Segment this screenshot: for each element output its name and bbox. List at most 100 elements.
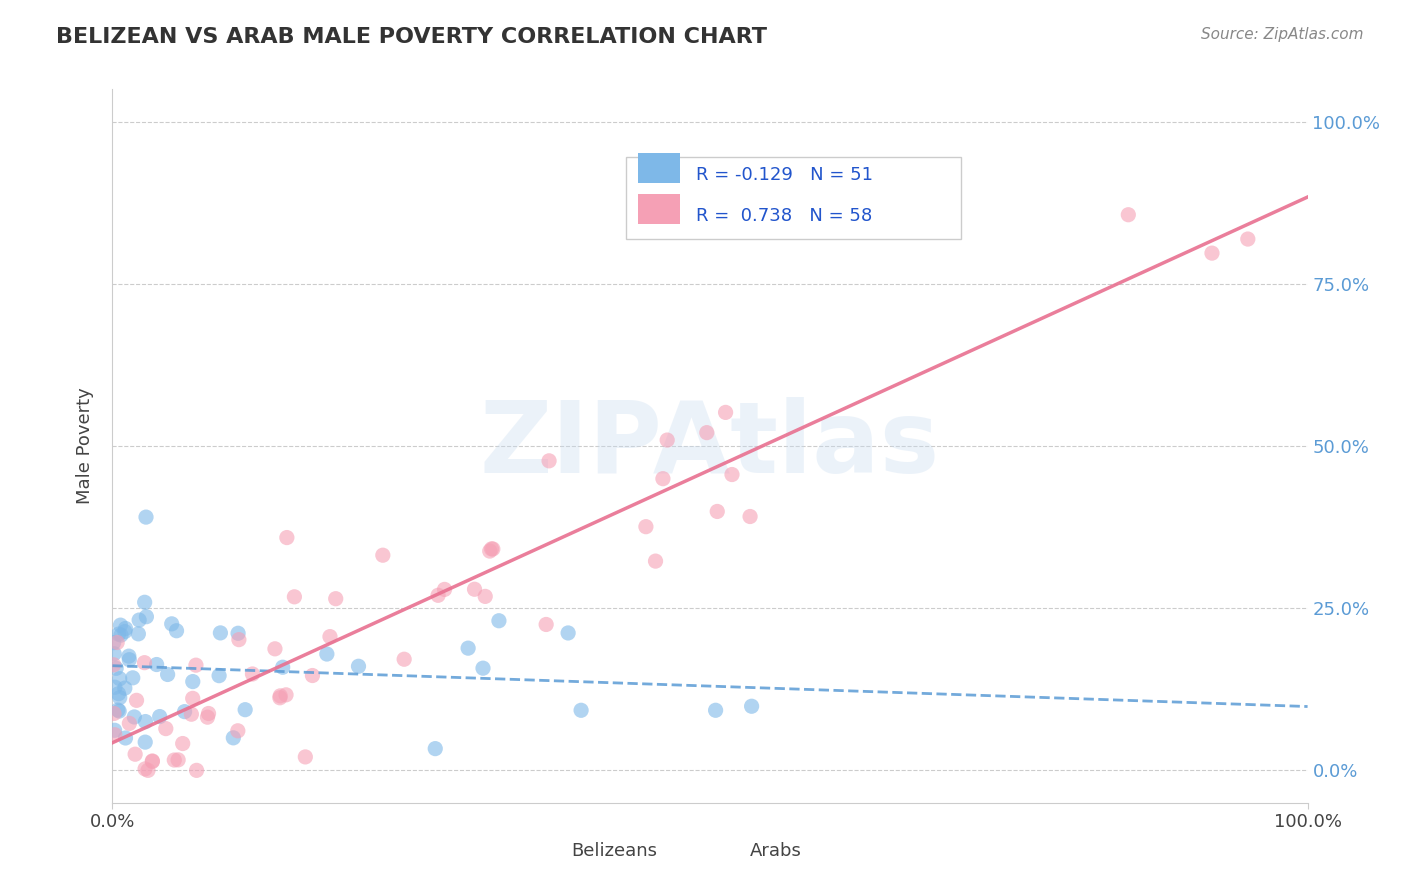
Point (534, 617, 557, 632)
Point (651, 472, 673, 486)
Point (105, 661, 128, 675)
Point (135, 510, 157, 524)
Point (721, 467, 744, 482)
Point (481, 541, 503, 556)
Point (197, 706, 219, 721)
Point (134, 714, 156, 729)
Point (145, 657, 167, 672)
Point (184, 658, 207, 673)
Point (108, 672, 131, 686)
Point (301, 668, 323, 682)
Point (634, 519, 657, 533)
Point (124, 710, 146, 724)
Point (107, 627, 129, 641)
Point (104, 728, 127, 742)
Point (228, 632, 250, 647)
Point (741, 699, 763, 714)
Point (714, 405, 737, 419)
Point (180, 707, 202, 722)
FancyBboxPatch shape (537, 822, 571, 849)
Point (118, 649, 141, 664)
Point (167, 753, 190, 767)
Text: Arabs: Arabs (749, 842, 801, 860)
Point (319, 630, 342, 644)
Point (128, 613, 150, 627)
Point (107, 687, 129, 701)
Point (474, 590, 496, 604)
Text: ZIPAtlas: ZIPAtlas (479, 398, 941, 494)
Point (738, 509, 761, 524)
Point (482, 541, 505, 556)
Point (134, 595, 156, 609)
Point (110, 628, 132, 642)
Point (163, 753, 186, 767)
Point (706, 504, 728, 518)
Point (392, 652, 415, 666)
Point (114, 681, 136, 695)
Point (242, 667, 264, 681)
FancyBboxPatch shape (638, 194, 681, 224)
Point (160, 616, 183, 631)
Point (110, 618, 132, 632)
Point (315, 647, 337, 661)
Point (264, 641, 287, 656)
Point (172, 737, 194, 751)
Point (463, 582, 485, 597)
FancyBboxPatch shape (627, 157, 962, 239)
Point (135, 609, 157, 624)
Point (134, 656, 156, 670)
Point (657, 433, 679, 447)
Point (107, 703, 129, 717)
Point (149, 709, 172, 723)
Y-axis label: Male Poverty: Male Poverty (76, 388, 94, 504)
Point (226, 723, 249, 738)
Point (181, 674, 204, 689)
Point (108, 690, 131, 705)
Point (208, 668, 231, 682)
Point (325, 591, 347, 606)
Point (136, 764, 159, 778)
Point (134, 762, 156, 776)
Text: R =  0.738   N = 58: R = 0.738 N = 58 (696, 207, 872, 225)
Point (125, 693, 148, 707)
FancyBboxPatch shape (638, 153, 681, 184)
Point (226, 626, 249, 640)
Point (457, 641, 479, 656)
Text: Belizeans: Belizeans (571, 842, 658, 860)
Point (186, 764, 208, 778)
Point (294, 750, 316, 764)
Point (121, 671, 143, 685)
Point (233, 703, 256, 717)
Point (103, 657, 125, 672)
Point (538, 454, 561, 468)
Point (557, 626, 579, 640)
Point (118, 653, 141, 667)
Point (197, 710, 219, 724)
Text: Source: ZipAtlas.com: Source: ZipAtlas.com (1201, 27, 1364, 42)
Point (141, 755, 163, 769)
Point (425, 741, 447, 756)
Point (104, 723, 127, 738)
Point (104, 680, 127, 694)
Point (105, 635, 128, 649)
Point (371, 548, 394, 562)
Point (271, 660, 294, 674)
Point (108, 704, 131, 718)
Point (134, 735, 156, 749)
Point (118, 716, 141, 731)
Point (103, 706, 125, 721)
Point (276, 531, 298, 545)
Point (124, 747, 146, 762)
Point (478, 544, 501, 558)
Point (156, 667, 179, 681)
Point (1237, 232, 1260, 246)
Point (166, 624, 188, 638)
Point (644, 554, 666, 568)
Point (269, 689, 291, 703)
Text: BELIZEAN VS ARAB MALE POVERTY CORRELATION CHART: BELIZEAN VS ARAB MALE POVERTY CORRELATIO… (56, 27, 768, 46)
Point (472, 661, 495, 675)
Point (274, 688, 297, 702)
Point (269, 690, 291, 705)
Point (141, 754, 163, 768)
Point (127, 627, 149, 641)
